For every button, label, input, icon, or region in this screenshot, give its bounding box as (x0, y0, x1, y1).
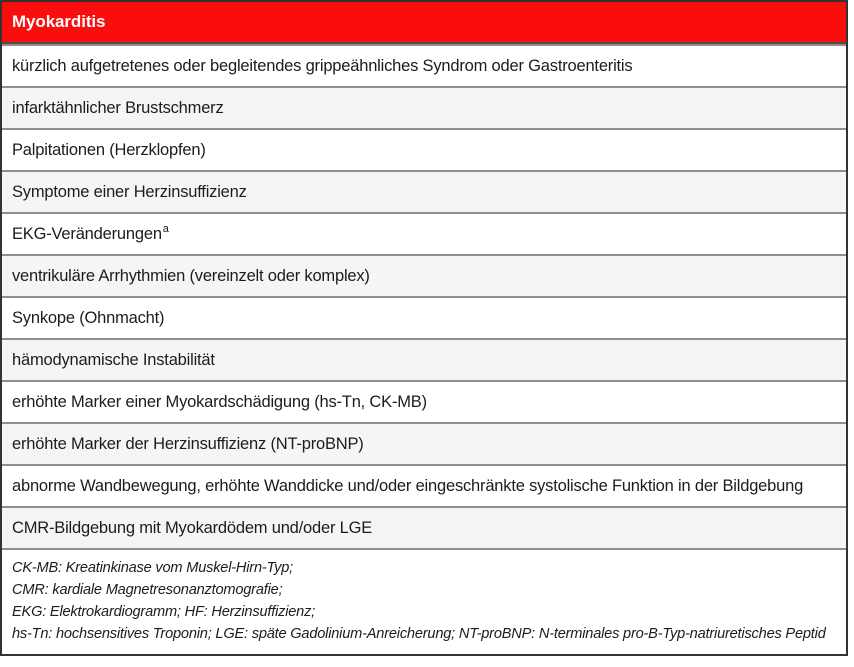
row-text: infarktähnlicher Brustschmerz (12, 98, 224, 117)
table-row: erhöhte Marker einer Myokardschädigung (… (2, 380, 846, 422)
table-row: erhöhte Marker der Herzinsuffizienz (NT-… (2, 422, 846, 464)
myokarditis-table: Myokarditis kürzlich aufgetretenes oder … (0, 0, 848, 656)
row-text: CMR-Bildgebung mit Myokardödem und/oder … (12, 518, 373, 537)
row-text: Symptome einer Herzinsuffizienz (12, 182, 247, 201)
row-text: EKG-Veränderungen (12, 224, 162, 243)
table-row: abnorme Wandbewegung, erhöhte Wanddicke … (2, 464, 846, 506)
footnote-line: CK-MB: Kreatinkinase vom Muskel-Hirn-Typ… (12, 560, 294, 576)
table-title: Myokarditis (12, 12, 106, 31)
row-text: kürzlich aufgetretenes oder begleitendes… (12, 56, 633, 75)
row-superscript: a (162, 222, 169, 235)
table-row: ventrikuläre Arrhythmien (vereinzelt ode… (2, 254, 846, 296)
row-text: hämodynamische Instabilität (12, 350, 215, 369)
table-row: hämodynamische Instabilität (2, 338, 846, 380)
footnote-line: CMR: kardiale Magnetresonanztomografie; (12, 582, 283, 598)
table-row: Palpitationen (Herzklopfen) (2, 128, 846, 170)
row-text: erhöhte Marker einer Myokardschädigung (… (12, 392, 427, 411)
table-row: Symptome einer Herzinsuffizienz (2, 170, 846, 212)
table-header: Myokarditis (2, 2, 846, 44)
table-row: kürzlich aufgetretenes oder begleitendes… (2, 44, 846, 86)
table-row: infarktähnlicher Brustschmerz (2, 86, 846, 128)
table-row: EKG-Veränderungen a (2, 212, 846, 254)
footnote-line: EKG: Elektrokardiogramm; HF: Herzinsuffi… (12, 604, 316, 620)
table-row: CMR-Bildgebung mit Myokardödem und/oder … (2, 506, 846, 548)
row-text: ventrikuläre Arrhythmien (vereinzelt ode… (12, 266, 370, 285)
row-text: Synkope (Ohnmacht) (12, 308, 165, 327)
table-row: Synkope (Ohnmacht) (2, 296, 846, 338)
footnote-line: hs-Tn: hochsensitives Troponin; LGE: spä… (12, 626, 826, 642)
row-text: Palpitationen (Herzklopfen) (12, 140, 206, 159)
table-footnotes: CK-MB: Kreatinkinase vom Muskel-Hirn-Typ… (2, 548, 846, 654)
row-text: erhöhte Marker der Herzinsuffizienz (NT-… (12, 434, 364, 453)
row-text: abnorme Wandbewegung, erhöhte Wanddicke … (12, 476, 804, 495)
